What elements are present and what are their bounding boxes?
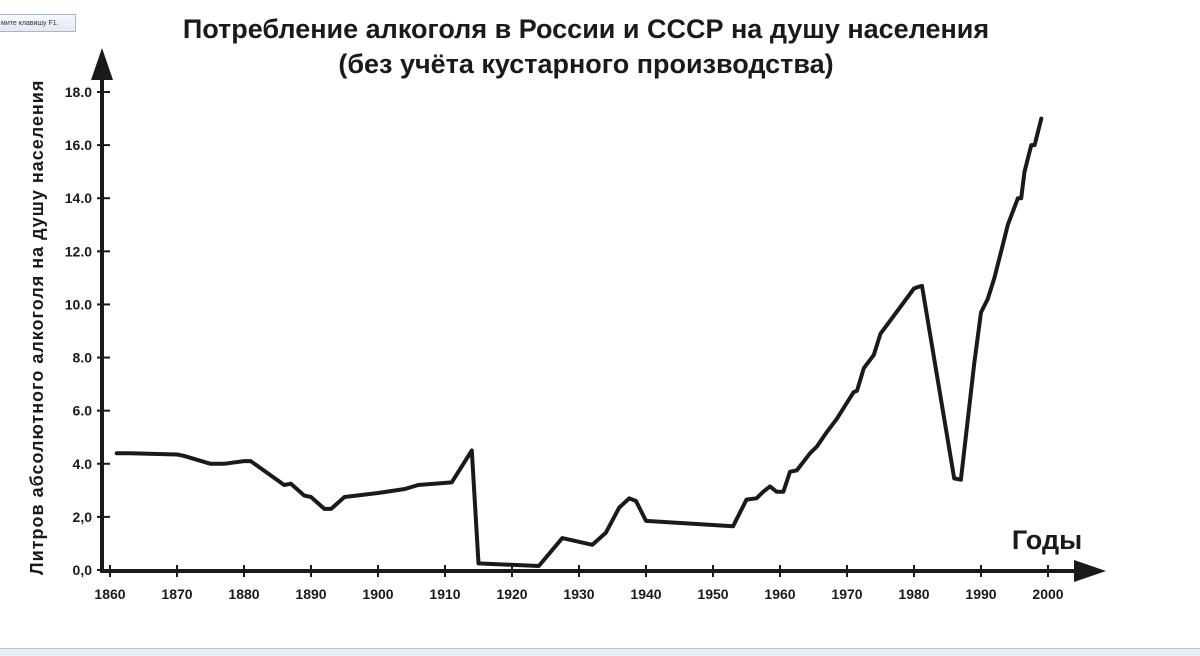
x-tick-label: 1940 [630, 586, 661, 602]
x-tick-label: 1920 [496, 586, 527, 602]
y-tick-label: 10.0 [65, 296, 92, 312]
x-tick-label: 1860 [94, 586, 125, 602]
y-tick-label: 8.0 [73, 350, 93, 366]
x-tick-label: 1890 [295, 586, 326, 602]
y-tick-label: 16.0 [65, 137, 92, 153]
series-line [114, 116, 1044, 568]
x-tick-label: 1870 [161, 586, 192, 602]
x-tick-label: 1990 [965, 586, 996, 602]
y-tick-label: 12.0 [65, 243, 92, 259]
x-tick-label: 1880 [228, 586, 259, 602]
help-hint-tooltip: мите клавишу F1. [0, 14, 76, 32]
chart-title-line-2: (без учёта кустарного производства) [338, 49, 833, 79]
x-tick-label: 1910 [429, 586, 460, 602]
y-axis-arrow-icon [91, 48, 113, 80]
x-tick-label: 1950 [697, 586, 728, 602]
axes [91, 48, 1106, 582]
y-axis-label: Литров абсолютного алкоголя на душу насе… [27, 80, 47, 575]
y-tick-label: 18.0 [65, 84, 92, 100]
y-tick-label: 4.0 [73, 456, 93, 472]
x-tick-label: 1970 [831, 586, 862, 602]
x-tick-label: 2000 [1032, 586, 1063, 602]
y-tick-label: 0,0 [73, 562, 93, 578]
y-tick-label: 14.0 [65, 190, 92, 206]
y-tick-label: 6.0 [73, 403, 93, 419]
x-axis-arrow-icon [1074, 560, 1106, 582]
x-tick-label: 1960 [764, 586, 795, 602]
x-axis-label: Годы [1012, 525, 1082, 555]
chart-title-line-1: Потребление алкоголя в России и СССР на … [183, 14, 989, 44]
x-tick-label: 1930 [563, 586, 594, 602]
series-group [114, 116, 1044, 568]
x-tick-label: 1900 [362, 586, 393, 602]
status-bar [0, 648, 1200, 656]
y-tick-label: 2,0 [73, 509, 93, 525]
x-tick-label: 1980 [898, 586, 929, 602]
tick-group: 1860 1870 1880 1890 1900 1910 1920 1930 1940 1950… [65, 84, 1064, 602]
